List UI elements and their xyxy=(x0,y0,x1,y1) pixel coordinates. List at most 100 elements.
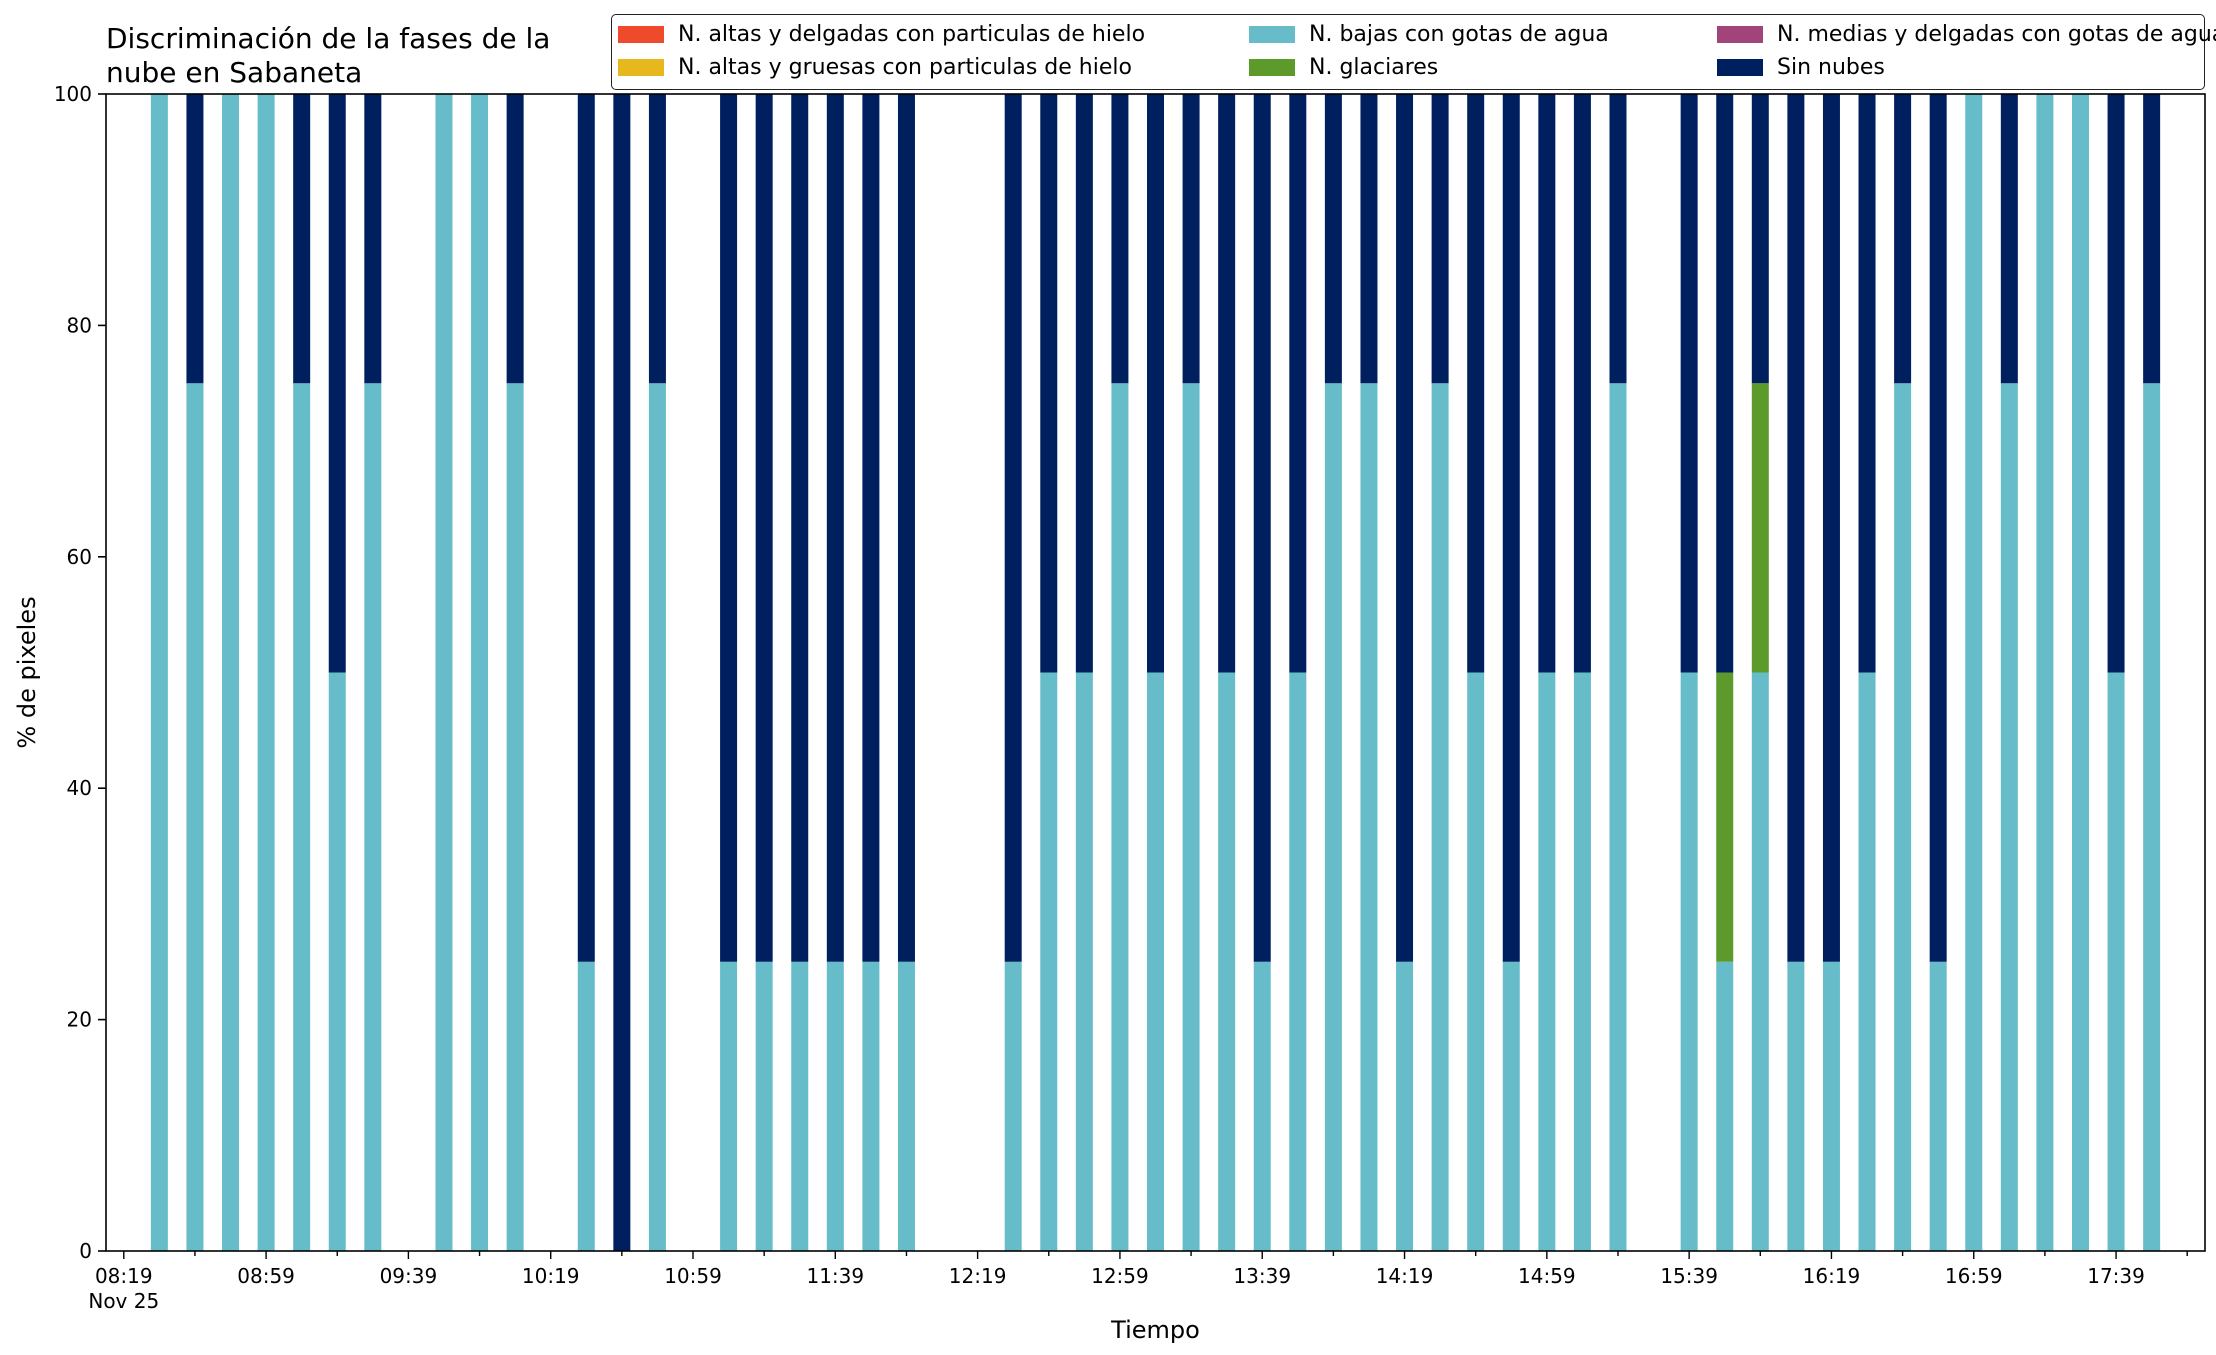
x-tick-label: 12:59 xyxy=(1091,1264,1149,1288)
bar-segment xyxy=(1111,94,1129,384)
bar-segment xyxy=(648,383,666,1251)
x-tick-label: 17:39 xyxy=(2087,1264,2145,1288)
bar-segment xyxy=(1147,94,1164,673)
bar-segment xyxy=(364,383,382,1251)
x-tick-label: 08:59 xyxy=(237,1264,295,1288)
bar-segment xyxy=(1716,94,1734,673)
bar-segment xyxy=(755,94,773,962)
bar-segment xyxy=(1680,672,1698,1251)
bar-segment xyxy=(506,383,524,1251)
bar-segment xyxy=(897,94,915,962)
legend-item: Sin nubes xyxy=(1717,53,1885,81)
bar-segment xyxy=(1751,672,1769,1251)
bar-segment xyxy=(2143,94,2161,384)
legend-label: N. bajas con gotas de agua xyxy=(1309,21,1609,47)
legend-label: Sin nubes xyxy=(1777,54,1885,80)
y-tick-label: 40 xyxy=(67,776,92,800)
bar-segment xyxy=(791,94,809,962)
bar-segment xyxy=(1609,383,1627,1251)
x-axis-label: Tiempo xyxy=(1110,1316,1200,1344)
chart-title: Discriminación de la fases de la nube en… xyxy=(106,22,550,90)
x-tick-label: 14:19 xyxy=(1376,1264,1434,1288)
bar-segment xyxy=(1965,94,1983,1251)
legend-item: N. bajas con gotas de agua xyxy=(1249,20,1609,48)
bar-segment xyxy=(2000,383,2018,1251)
x-tick-label: 12:19 xyxy=(949,1264,1007,1288)
legend-item: N. altas y delgadas con particulas de hi… xyxy=(618,20,1145,48)
axes-frame xyxy=(105,93,2206,1252)
bar-segment xyxy=(1929,961,1947,1251)
bar-segment xyxy=(1253,961,1271,1251)
legend-item: N. glaciares xyxy=(1249,53,1438,81)
bar-segment xyxy=(1111,383,1129,1251)
legend-label: N. glaciares xyxy=(1309,54,1439,80)
bar-segment xyxy=(1040,94,1058,673)
bar-segment xyxy=(1751,94,1769,384)
bar-segment xyxy=(897,961,915,1251)
bar-segment xyxy=(1431,383,1449,1251)
bar-segment xyxy=(1396,961,1414,1251)
legend-swatch xyxy=(1249,58,1295,76)
legend-swatch xyxy=(1249,25,1295,43)
bar-segment xyxy=(1324,94,1342,384)
x-tick-label: 13:39 xyxy=(1233,1264,1291,1288)
bar-segment xyxy=(1218,672,1236,1251)
legend-swatch xyxy=(1717,25,1763,43)
y-tick-label: 0 xyxy=(79,1239,92,1263)
chart-legend: N. altas y delgadas con particulas de hi… xyxy=(611,14,2216,90)
bar-segment xyxy=(471,94,489,1251)
x-tick-label: 09:39 xyxy=(380,1264,438,1288)
bar-segment xyxy=(1787,961,1805,1251)
bar-segment xyxy=(577,94,595,962)
chart-title-line-2: nube en Sabaneta xyxy=(106,56,363,89)
bar-segment xyxy=(2036,94,2054,1251)
bars-layer xyxy=(150,94,2161,1251)
legend-label: N. altas y gruesas con particulas de hie… xyxy=(678,54,1132,80)
bar-segment xyxy=(1609,94,1627,384)
bar-segment xyxy=(1004,961,1022,1251)
bar-segment xyxy=(791,961,809,1251)
bar-segment xyxy=(648,94,666,384)
bar-segment xyxy=(1004,94,1022,962)
bar-segment xyxy=(1787,94,1805,962)
bar-segment xyxy=(2143,383,2161,1251)
bar-segment xyxy=(1538,672,1556,1251)
bar-segment xyxy=(1502,94,1520,962)
bar-segment xyxy=(1075,672,1093,1251)
bar-segment xyxy=(613,94,631,1251)
bar-segment xyxy=(1218,94,1236,673)
bar-segment xyxy=(1502,961,1520,1251)
bar-segment xyxy=(2071,94,2089,1251)
x-tick-label: 14:59 xyxy=(1518,1264,1576,1288)
bar-segment xyxy=(1147,672,1164,1251)
chart-title-line-1: Discriminación de la fases de la xyxy=(106,22,551,55)
bar-segment xyxy=(257,94,275,1251)
y-tick-label: 80 xyxy=(67,313,92,337)
bar-segment xyxy=(1289,672,1307,1251)
bar-segment xyxy=(1182,94,1200,384)
bar-segment xyxy=(862,94,880,962)
bar-segment xyxy=(1075,94,1093,673)
bar-segment xyxy=(2107,94,2125,673)
bar-segment xyxy=(755,961,773,1251)
bar-segment xyxy=(506,94,524,384)
bar-segment xyxy=(1573,672,1591,1251)
bar-segment xyxy=(1929,94,1947,962)
bar-segment xyxy=(293,383,311,1251)
y-tick-label: 20 xyxy=(67,1008,92,1032)
x-tick-label: 15:39 xyxy=(1660,1264,1718,1288)
bar-segment xyxy=(1289,94,1307,673)
x-tick-sublabel: Nov 25 xyxy=(88,1289,159,1313)
bar-segment xyxy=(1858,672,1876,1251)
bar-segment xyxy=(1716,961,1734,1251)
bar-segment xyxy=(1324,383,1342,1251)
legend-label: N. medias y delgadas con gotas de agua xyxy=(1777,21,2216,47)
bar-segment xyxy=(186,383,204,1251)
bar-segment xyxy=(1822,94,1840,962)
bar-segment xyxy=(1894,94,1912,384)
bar-segment xyxy=(1538,94,1556,673)
bar-segment xyxy=(1716,672,1734,962)
legend-swatch xyxy=(1717,58,1763,76)
bar-segment xyxy=(2107,672,2125,1251)
